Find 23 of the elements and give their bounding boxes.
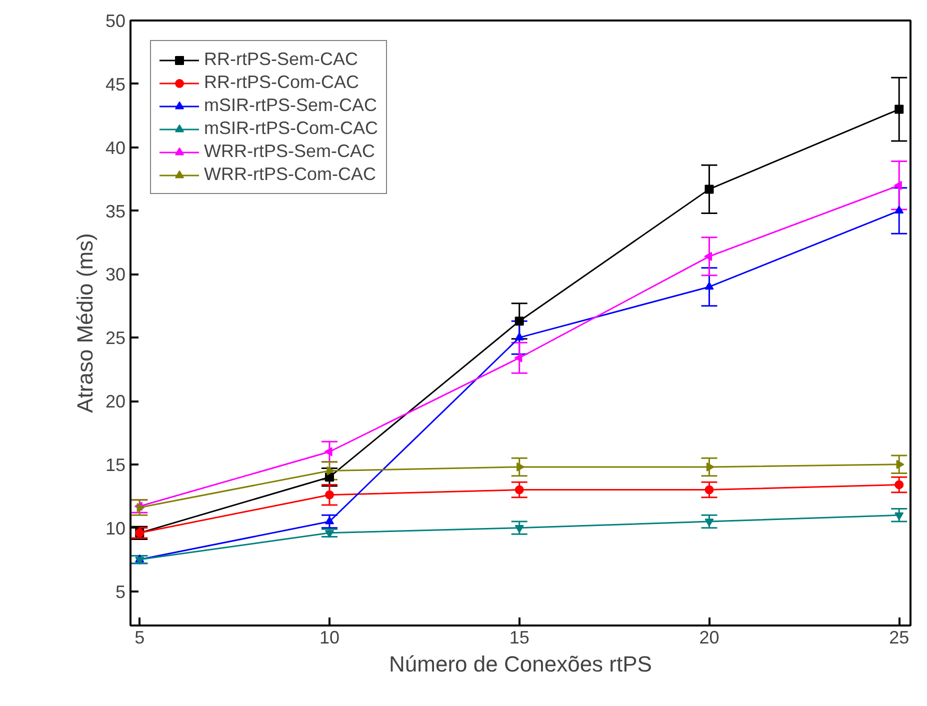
y-tick-label: 35 (105, 201, 126, 222)
x-tick-label: 15 (509, 628, 530, 648)
x-tick-label: 20 (699, 628, 720, 648)
y-tick-label: 5 (115, 582, 126, 602)
legend-label: RR-rtPS-Sem-CAC (204, 49, 358, 70)
y-tick-label: 10 (105, 518, 126, 538)
x-tick-label: 25 (889, 628, 910, 648)
y-tick-label: 45 (105, 74, 126, 94)
legend-label: mSIR-rtPS-Com-CAC (204, 118, 378, 139)
y-tick-label: 20 (105, 392, 126, 412)
legend-label: WRR-rtPS-Sem-CAC (204, 141, 375, 162)
x-axis-title: Número de Conexões rtPS (389, 652, 652, 676)
y-axis-title: Atraso Médio (ms) (72, 233, 98, 413)
legend-label: WRR-rtPS-Com-CAC (204, 164, 376, 185)
legend-label: RR-rtPS-Com-CAC (204, 72, 359, 93)
y-tick-label: 25 (105, 328, 126, 348)
y-tick-label: 30 (105, 264, 126, 285)
y-tick-label: 50 (105, 11, 126, 31)
y-tick-label: 40 (105, 138, 126, 158)
legend-label: mSIR-rtPS-Sem-CAC (204, 95, 378, 116)
x-tick-label: 5 (134, 628, 145, 648)
x-tick-label: 10 (319, 628, 340, 648)
y-tick-label: 15 (105, 454, 126, 475)
